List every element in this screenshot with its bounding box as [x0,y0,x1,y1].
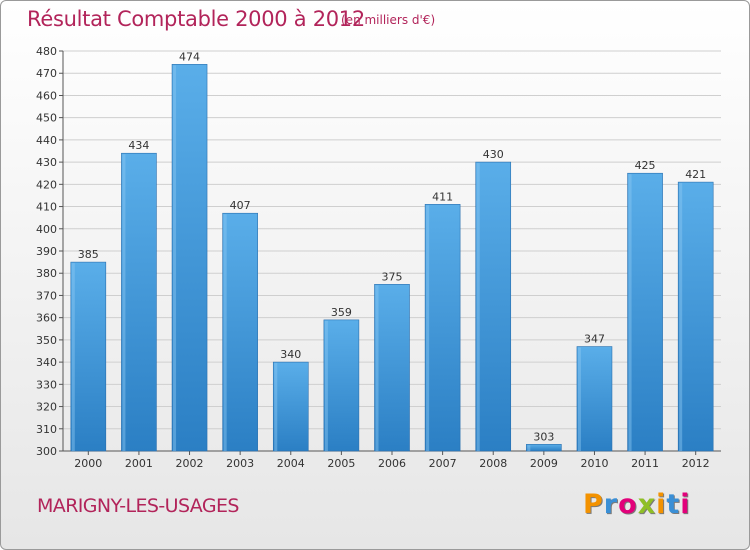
y-tick-label: 310 [36,423,57,436]
y-tick-label: 420 [36,178,57,191]
bar-2003 [222,212,258,452]
logo-letter: r [603,489,619,520]
bar-highlight [577,347,581,451]
x-tick-label: 2005 [327,457,355,470]
proxiti-logo: Proxiti [583,489,691,520]
bar-value-label: 430 [483,148,504,161]
bar-2002 [171,64,208,452]
y-tick-label: 360 [36,312,57,325]
logo-letter: x [637,489,657,520]
logo-letter: P [583,489,604,520]
bar-value-label: 421 [685,168,706,181]
y-tick-label: 400 [36,223,57,236]
y-tick-label: 460 [36,89,57,102]
x-tick-label: 2007 [429,457,457,470]
y-tick-label: 440 [36,134,57,147]
bar-2000 [70,261,107,452]
bar-highlight [274,363,278,451]
y-tick-label: 300 [36,445,57,458]
chart-title: Résultat Comptable 2000 à 2012 [27,7,365,31]
y-tick-label: 350 [36,334,57,347]
bar-value-label: 303 [533,430,554,443]
y-tick-label: 430 [36,156,57,169]
logo-letter: t [666,489,681,520]
x-tick-label: 2004 [277,457,305,470]
x-tick-label: 2008 [479,457,507,470]
bar-2011 [627,172,663,452]
bar-2004 [272,361,309,452]
x-tick-label: 2006 [378,457,406,470]
x-tick-label: 2002 [176,457,204,470]
bar-highlight [628,174,632,451]
location-name: MARIGNY-LES-USAGES [37,495,239,517]
bars [70,64,714,452]
bar-highlight [122,154,126,451]
bar-highlight [375,285,379,451]
bar-2009 [526,444,562,452]
bar-value-label: 340 [280,348,301,361]
bar-value-label: 411 [432,190,453,203]
bar-2006 [374,284,410,452]
bar-value-label: 407 [230,199,251,212]
bar-highlight [679,183,683,451]
logo-letter: i [656,489,667,520]
y-tick-label: 320 [36,401,57,414]
y-tick-label: 340 [36,356,57,369]
bar-2001 [121,152,157,452]
y-tick-label: 450 [36,112,57,125]
bar-highlight [426,205,430,451]
x-tick-label: 2011 [631,457,659,470]
bar-value-label: 385 [78,248,99,261]
y-tick-label: 370 [36,289,57,302]
bar-2010 [576,346,613,452]
bar-2012 [677,181,714,452]
bar-highlight [527,445,531,451]
bar-value-label: 347 [584,333,605,346]
bar-2008 [475,161,512,452]
bar-highlight [173,65,177,451]
bar-2007 [424,204,461,452]
x-tick-label: 2000 [74,457,102,470]
x-tick-label: 2009 [530,457,558,470]
y-tick-label: 470 [36,67,57,80]
y-tick-label: 410 [36,201,57,214]
bar-highlight [476,163,480,451]
chart-subtitle: (en milliers d'€) [341,13,436,27]
logo-letter: o [618,489,638,520]
bar-2005 [323,319,360,452]
bar-highlight [324,320,328,451]
bar-value-label: 434 [128,139,149,152]
bar-value-label: 375 [382,270,403,283]
y-tick-label: 330 [36,378,57,391]
labels: 385 2000 434 2001 474 2002 407 2003 340 2004 359 20… [74,50,709,470]
bar-highlight [223,214,227,451]
x-tick-label: 2001 [125,457,153,470]
x-tick-label: 2012 [682,457,710,470]
bar-highlight [71,263,75,451]
y-tick-label: 480 [36,45,57,58]
bar-value-label: 359 [331,306,352,319]
logo-letter: i [680,489,691,520]
bar-value-label: 474 [179,50,200,63]
y-tick-label: 390 [36,245,57,258]
x-tick-label: 2010 [580,457,608,470]
y-tick-label: 380 [36,267,57,280]
x-tick-label: 2003 [226,457,254,470]
bar-value-label: 425 [635,159,656,172]
